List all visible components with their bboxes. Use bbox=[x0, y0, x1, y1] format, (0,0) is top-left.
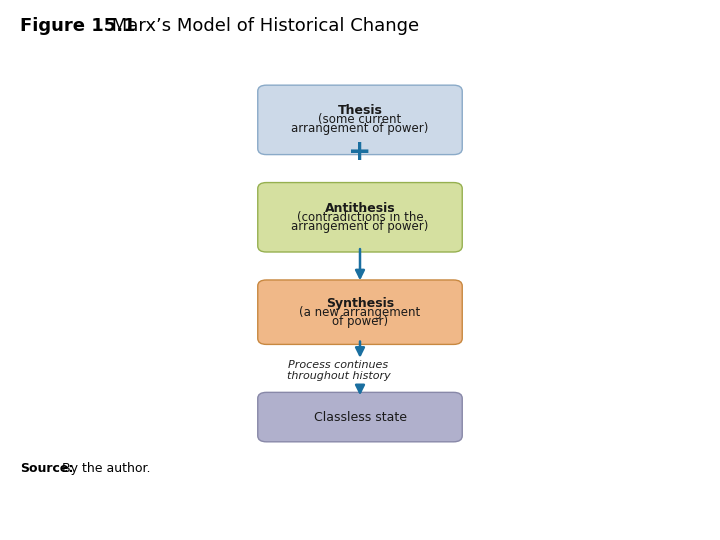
Text: of power): of power) bbox=[332, 315, 388, 328]
Text: (a new arrangement: (a new arrangement bbox=[300, 306, 420, 319]
Text: Synthesis: Synthesis bbox=[326, 296, 394, 310]
Text: arrangement of power): arrangement of power) bbox=[292, 220, 428, 233]
FancyBboxPatch shape bbox=[258, 183, 462, 252]
Text: arrangement of power): arrangement of power) bbox=[292, 123, 428, 136]
Text: Marx’s Model of Historical Change: Marx’s Model of Historical Change bbox=[106, 17, 419, 36]
FancyBboxPatch shape bbox=[258, 393, 462, 442]
FancyBboxPatch shape bbox=[258, 280, 462, 345]
Text: PEARSON: PEARSON bbox=[609, 512, 691, 527]
Text: By the author.: By the author. bbox=[58, 462, 150, 475]
Text: Source:: Source: bbox=[20, 462, 73, 475]
Text: +: + bbox=[348, 138, 372, 166]
Text: Classless state: Classless state bbox=[313, 410, 407, 423]
Text: Antithesis: Antithesis bbox=[325, 202, 395, 215]
Text: Process continues
throughout history: Process continues throughout history bbox=[287, 360, 390, 381]
Text: Copyright © 2017, 2015, 2012 Pearson Education, Inc. All Rights Reserved: Copyright © 2017, 2015, 2012 Pearson Edu… bbox=[66, 515, 482, 525]
Text: Thesis: Thesis bbox=[338, 104, 382, 117]
Text: (some current: (some current bbox=[318, 113, 402, 126]
Text: Figure 15.1: Figure 15.1 bbox=[20, 17, 136, 36]
Text: (contradictions in the: (contradictions in the bbox=[297, 211, 423, 224]
FancyBboxPatch shape bbox=[258, 85, 462, 154]
